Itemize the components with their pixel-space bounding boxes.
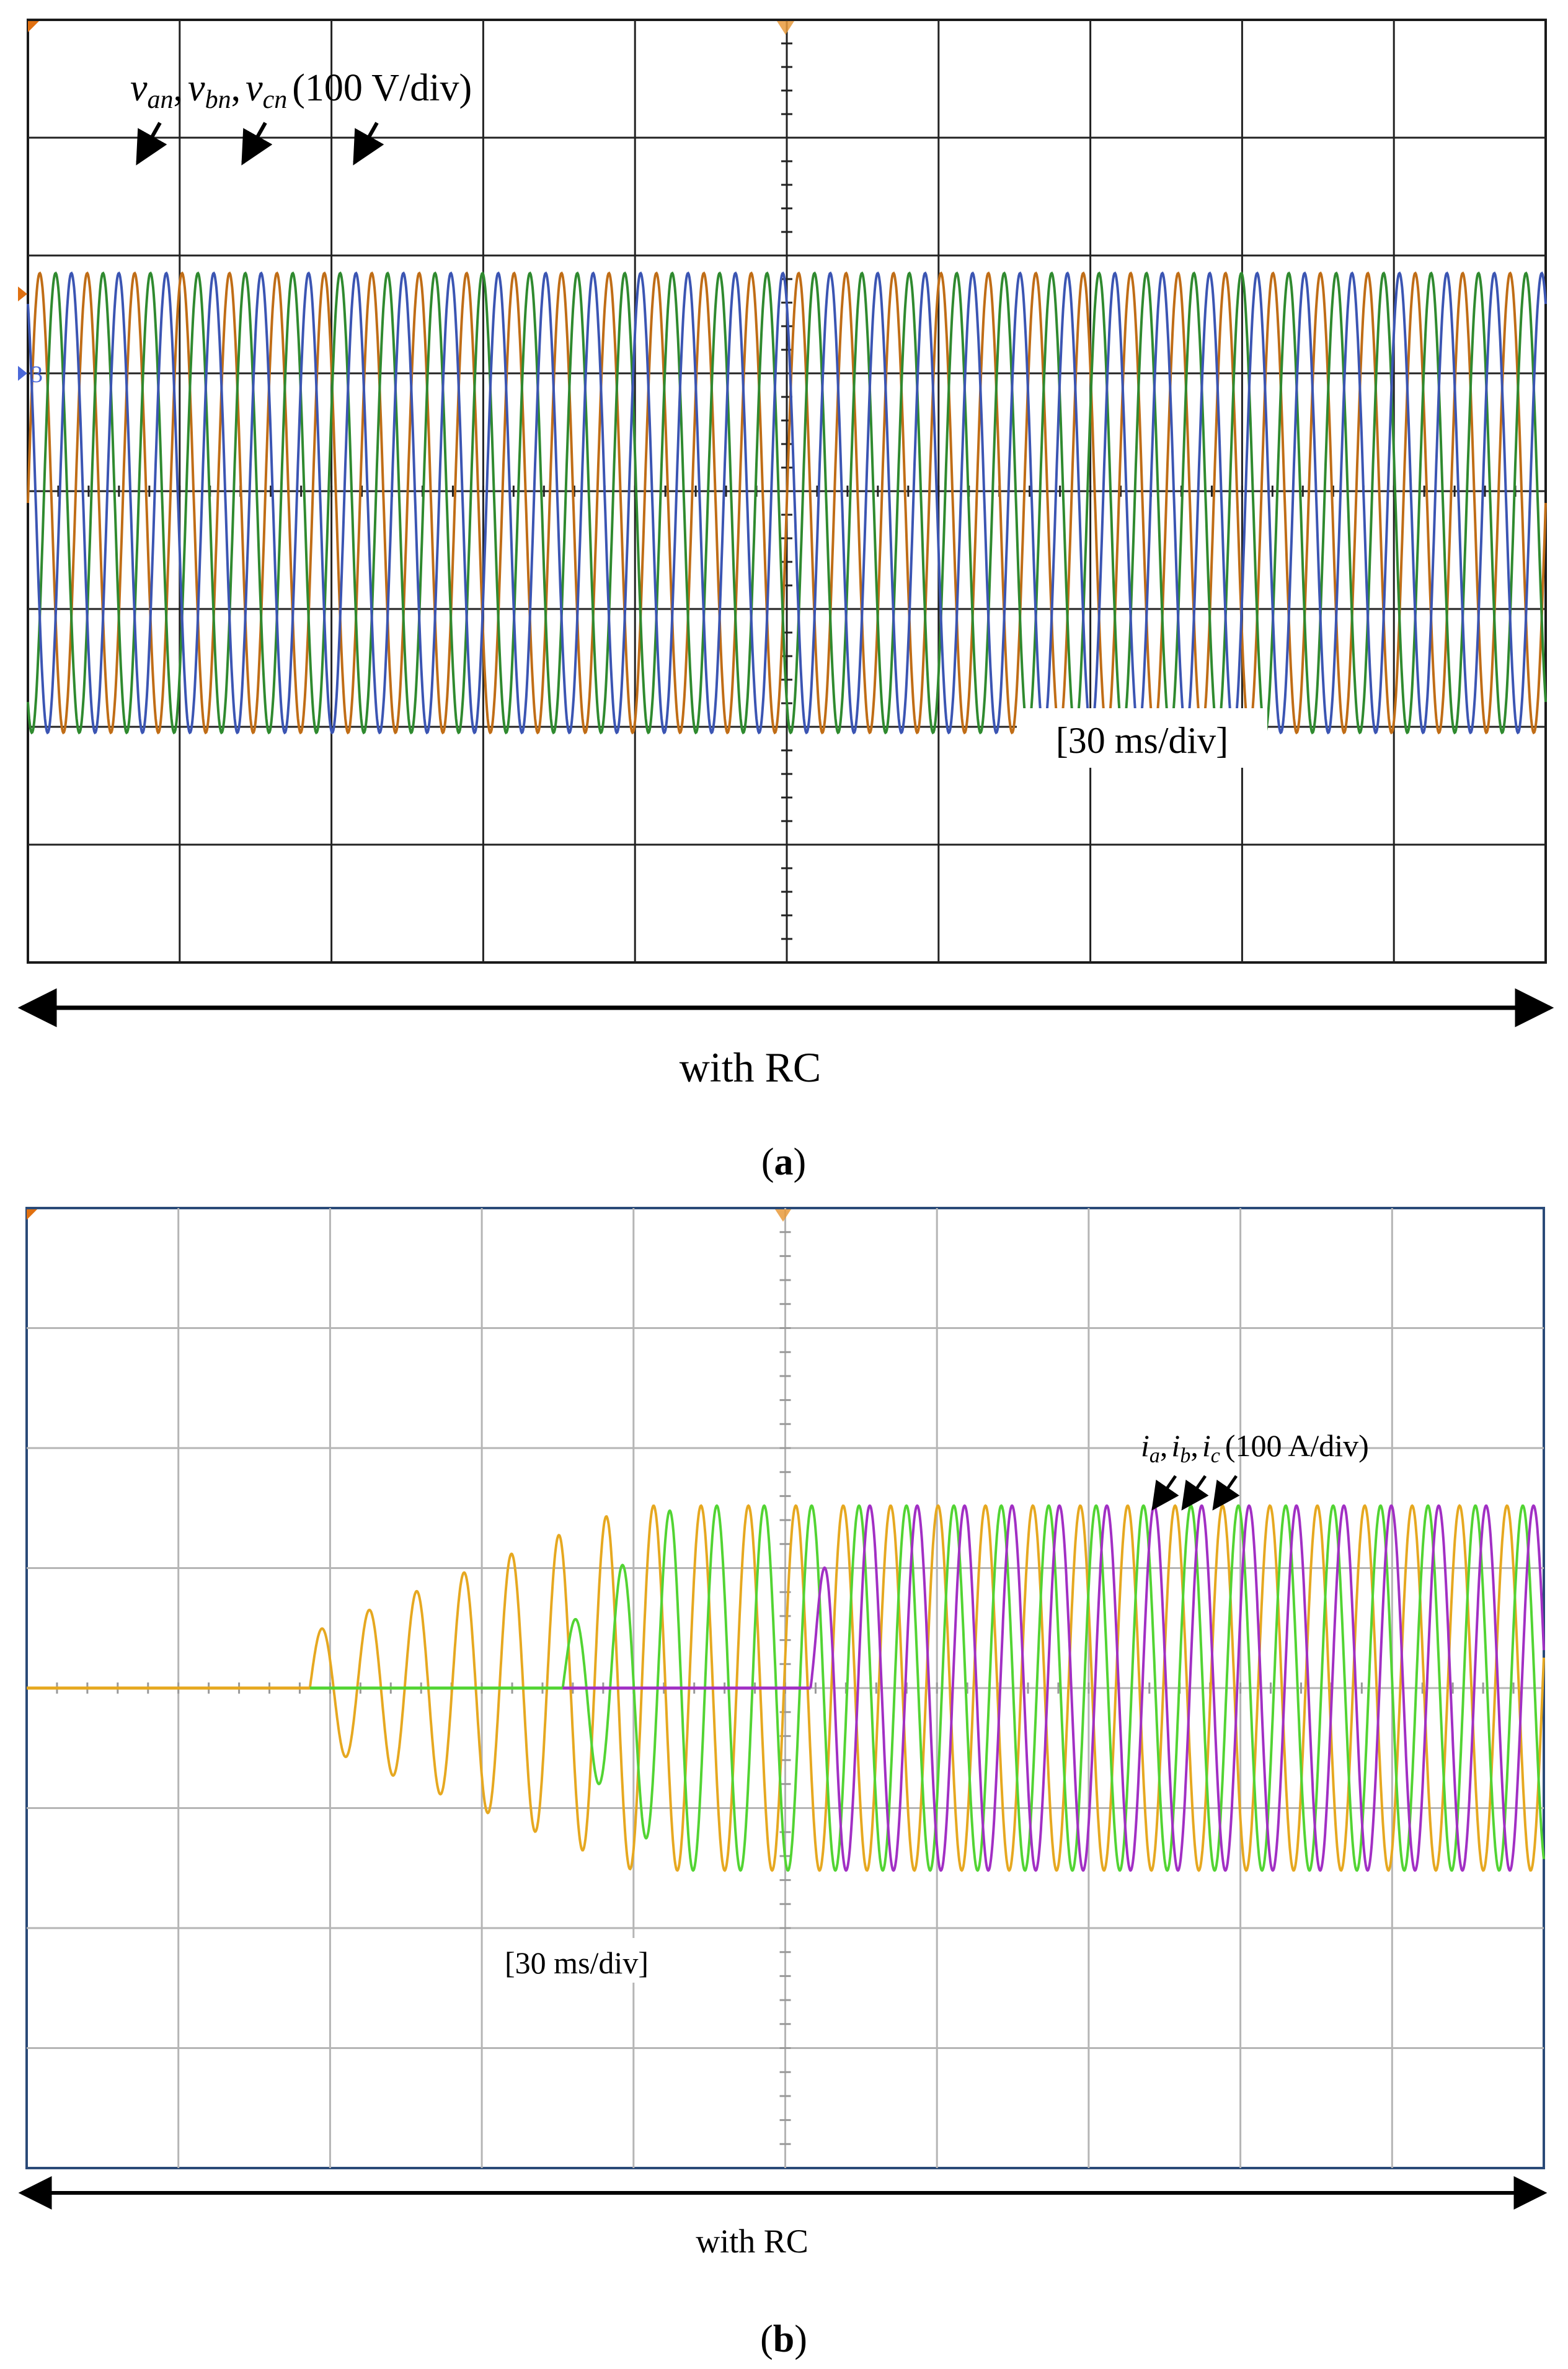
panel-a-arrow-vbn bbox=[241, 122, 273, 166]
panel-b-arrow-ic bbox=[1212, 1475, 1240, 1511]
series-vbn-line bbox=[27, 271, 1547, 735]
panel-a-ch1-level-marker-icon bbox=[18, 287, 27, 301]
panel-a-caption: (a) bbox=[761, 1141, 806, 1183]
panel-b-timebase-bg bbox=[490, 1938, 663, 1983]
panel-a-waveforms bbox=[27, 271, 1547, 735]
panel-b-corner-marker-icon bbox=[27, 1209, 37, 1220]
panel-b-arrow-ia bbox=[1151, 1475, 1179, 1511]
panel-a-arrow-vcn bbox=[353, 122, 384, 166]
series-vcn-line bbox=[27, 271, 1547, 735]
panel-b-arrow-ib bbox=[1181, 1475, 1209, 1511]
series-ia-line bbox=[308, 1504, 1545, 1872]
panel-b-bracket-text: with RC bbox=[696, 2223, 808, 2260]
panel-a-ch3-marker-label: 3 bbox=[31, 362, 43, 388]
series-van-line bbox=[27, 271, 1547, 735]
panel-a-series-annotation: van, vbn, vcn (100 V/div) bbox=[130, 67, 472, 114]
panel-a-timebase-bg bbox=[1017, 708, 1267, 768]
panel-a-ch3-level-marker-icon bbox=[18, 366, 27, 381]
panel-b-series-annotation: ia, ib, ic (100 A/div) bbox=[1141, 1428, 1369, 1467]
panel-b-trigger-marker-icon bbox=[775, 1209, 791, 1222]
panel-b: ia, ib, ic (100 A/div) [30 ms/div] with RC … bbox=[18, 1207, 1548, 2360]
panel-a: 3 van, vbn, vcn (100 V/div) [30 ms/div] wit… bbox=[17, 19, 1554, 1183]
panel-b-caption: (b) bbox=[760, 2318, 807, 2360]
panel-a-trigger-marker-icon bbox=[777, 21, 794, 35]
panel-a-bracket-text: with RC bbox=[680, 1044, 822, 1091]
panel-a-arrow-van bbox=[136, 122, 167, 166]
panel-b-grid bbox=[27, 1208, 1544, 2168]
series-ib-line bbox=[561, 1504, 1545, 1872]
panel-a-timebase-label: [30 ms/div] bbox=[1056, 720, 1228, 761]
panel-a-corner-marker-icon bbox=[28, 21, 39, 32]
series-ic-line bbox=[809, 1504, 1545, 1872]
panel-b-waveforms bbox=[27, 1504, 1545, 1872]
panel-b-timebase-label: [30 ms/div] bbox=[505, 1945, 649, 1980]
